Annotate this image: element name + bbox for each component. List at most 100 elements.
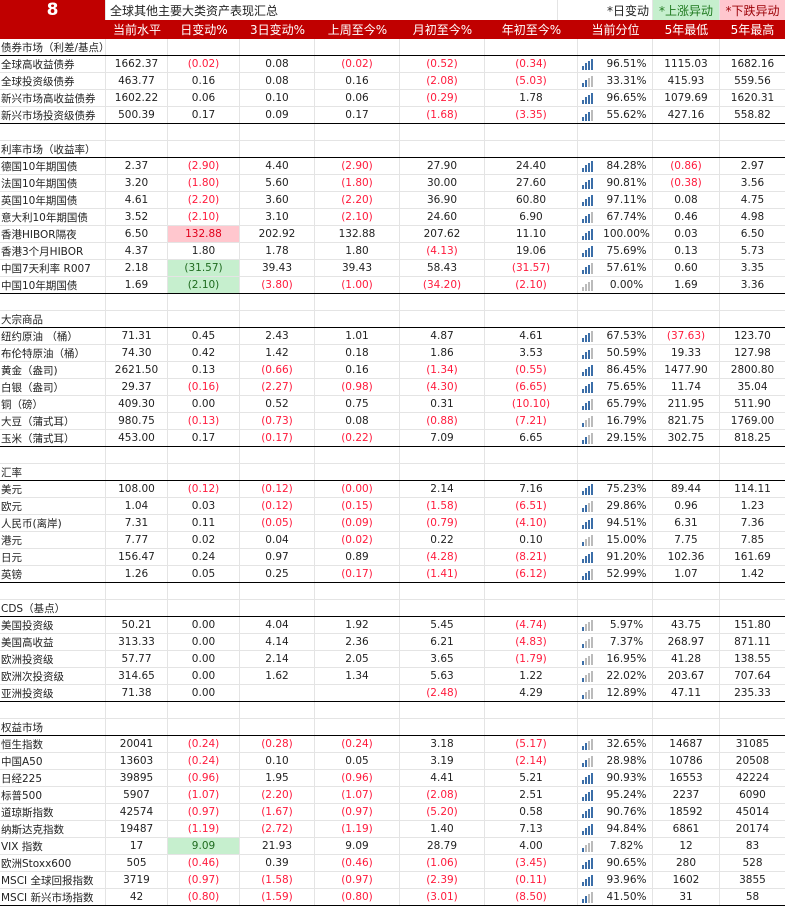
value-cell: 1.80 xyxy=(315,243,400,259)
percentile-cell: 12.89% xyxy=(578,685,653,701)
empty-cell xyxy=(168,464,240,480)
value-cell: 1602 xyxy=(653,872,720,888)
value-cell: 0.06 xyxy=(168,90,240,106)
empty-cell xyxy=(578,719,653,735)
empty-cell xyxy=(578,311,653,327)
sheet-title: 全球其他主要大类资产表现汇总 xyxy=(106,0,558,20)
empty-cell xyxy=(315,600,400,616)
value-cell: 0.52 xyxy=(240,396,315,412)
asset-name: 白银（盎司） xyxy=(0,379,106,395)
value-cell: (3.35) xyxy=(485,107,578,123)
value-cell: 1662.37 xyxy=(106,56,168,72)
table-row: 美国投资级 50.21 0.00 4.04 1.92 5.45 (4.74) 5.97% 43.… xyxy=(0,617,785,634)
value-cell: (0.24) xyxy=(315,736,400,752)
table-row: 香港3个月HIBOR 4.37 1.80 1.78 1.80 (4.13) 19.06 75.… xyxy=(0,243,785,260)
percentile-bars-icon xyxy=(582,687,593,699)
empty-cell xyxy=(240,311,315,327)
value-cell: 0.10 xyxy=(240,90,315,106)
value-cell: 4.37 xyxy=(106,243,168,259)
value-cell: 6.50 xyxy=(106,226,168,242)
value-cell: 14687 xyxy=(653,736,720,752)
value-cell: 102.36 xyxy=(653,549,720,565)
value-cell: 1.95 xyxy=(240,770,315,786)
percentile-value: 12.89% xyxy=(606,687,647,699)
value-cell: 7.85 xyxy=(740,534,765,546)
value-cell: 0.09 xyxy=(240,107,315,123)
percentile-cell: 65.79% xyxy=(578,396,653,412)
value-cell: 511.90 xyxy=(734,398,771,410)
value-cell: (5.20) xyxy=(400,804,485,820)
percentile-value: 5.97% xyxy=(609,619,644,631)
table-row: 玉米（蒲式耳） 453.00 0.17 (0.17) (0.22) 7.09 6.65 29.… xyxy=(0,430,785,447)
value-cell: (1.80) xyxy=(315,175,400,191)
asset-name: 香港HIBOR隔夜 xyxy=(0,226,106,242)
value-cell: 42574 xyxy=(106,804,168,820)
value-cell: 0.75 xyxy=(315,396,400,412)
value-cell: (4.13) xyxy=(400,243,485,259)
value-cell: 559.56 xyxy=(734,75,771,87)
table-row: 大豆（蒲式耳） 980.75 (0.13) (0.73) 0.08 (0.88) (7.21… xyxy=(0,413,785,430)
percentile-bars-icon xyxy=(582,653,593,665)
value-cell: (8.21) xyxy=(485,549,578,565)
table-row: 道琼斯指数 42574 (0.97) (1.67) (0.97) (5.20) 0.58 90… xyxy=(0,804,785,821)
value-cell: (0.38) xyxy=(653,175,720,191)
asset-name: 日经225 xyxy=(0,770,106,786)
value-cell: (0.02) xyxy=(168,56,240,72)
value-cell: 47.11 xyxy=(653,685,720,701)
value-cell: (10.10) xyxy=(485,396,578,412)
table-row: 布伦特原油（桶） 74.30 0.42 1.42 0.18 1.86 3.53 50.59% 1… xyxy=(0,345,785,362)
value-cell: 2.05 xyxy=(315,651,400,667)
value-cell: (0.02) xyxy=(315,532,400,548)
value-cell: (7.21) xyxy=(485,413,578,429)
table-row: 日元 156.47 0.24 0.97 0.89 (4.28) (8.21) 91.20% 10… xyxy=(0,549,785,566)
value-cell: (6.65) xyxy=(485,379,578,395)
value-cell: 2.97 xyxy=(740,160,765,172)
empty-cell xyxy=(315,719,400,735)
value-cell: 0.45 xyxy=(168,328,240,344)
value-cell: 3.60 xyxy=(240,192,315,208)
percentile-bars-icon xyxy=(582,262,593,274)
asset-name: 欧洲投资级 xyxy=(0,651,106,667)
value-cell: 268.97 xyxy=(653,634,720,650)
value-cell: 39.43 xyxy=(240,260,315,276)
value-cell: 0.02 xyxy=(168,532,240,548)
value-cell: (0.22) xyxy=(315,430,400,446)
empty-cell xyxy=(400,311,485,327)
value-cell: 0.06 xyxy=(315,90,400,106)
empty-cell xyxy=(578,464,653,480)
value-cell: 17 xyxy=(106,838,168,854)
percentile-value: 52.99% xyxy=(606,568,647,580)
value-cell: (0.12) xyxy=(168,481,240,497)
table-row: 亚洲投资级 71.38 0.00 (2.48) 4.29 12.89% 47.11 235.3… xyxy=(0,685,785,702)
empty-cell xyxy=(240,39,315,55)
value-cell: 4.61 xyxy=(485,328,578,344)
value-cell: (0.13) xyxy=(168,413,240,429)
asset-name: 法国10年期国债 xyxy=(0,175,106,191)
title-row: 8 全球其他主要大类资产表现汇总 *日变动 *上涨异动 *下跌异动 xyxy=(0,0,785,20)
asset-name: 港元 xyxy=(0,532,106,548)
value-cell: 132.88 xyxy=(315,226,400,242)
percentile-bars-icon xyxy=(582,279,593,291)
percentile-bars-icon xyxy=(582,415,593,427)
value-cell: 463.77 xyxy=(106,73,168,89)
value-cell: 161.69 xyxy=(734,551,771,563)
table-row: 英镑 1.26 0.05 0.25 (0.17) (1.41) (6.12) 52.99% 1.… xyxy=(0,566,785,583)
percentile-bars-icon xyxy=(582,857,593,869)
empty-cell xyxy=(720,464,785,480)
value-cell: (37.63) xyxy=(653,328,720,344)
value-cell: 6861 xyxy=(653,821,720,837)
value-cell: (2.90) xyxy=(315,158,400,174)
empty-cell xyxy=(168,600,240,616)
empty-cell xyxy=(106,124,168,140)
percentile-cell: 86.45% xyxy=(578,362,653,378)
percentile-value: 67.74% xyxy=(606,211,647,223)
percentile-bars-icon xyxy=(582,789,593,801)
value-cell: 821.75 xyxy=(653,413,720,429)
value-cell: 7.31 xyxy=(106,515,168,531)
value-cell: (5.03) xyxy=(485,73,578,89)
value-cell: 29.37 xyxy=(106,379,168,395)
value-cell: 30.00 xyxy=(400,175,485,191)
value-cell: 1620.31 xyxy=(730,92,775,104)
value-cell: 27.60 xyxy=(485,175,578,191)
value-cell: (1.58) xyxy=(400,498,485,514)
